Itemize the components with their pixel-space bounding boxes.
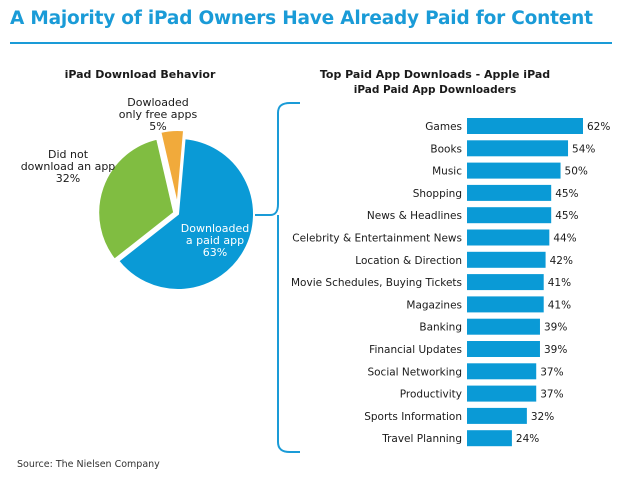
bar-value-label: 39% (544, 322, 567, 334)
bar (467, 341, 540, 357)
bar-category-label: News & Headlines (367, 210, 462, 222)
chart-connector-bracket (255, 102, 300, 453)
pie-label-none: Did not download an app 32% (21, 148, 116, 185)
bar (467, 229, 550, 246)
bar-chart-title: Top Paid App Downloads - Apple iPad (320, 68, 550, 81)
pie-slice (116, 137, 255, 291)
title-divider (10, 42, 612, 44)
bar-category-label: Financial Updates (369, 344, 462, 356)
pie-chart-title: iPad Download Behavior (65, 68, 216, 81)
bar (467, 207, 552, 224)
bar-chart-subtitle: iPad Paid App Downloaders (354, 84, 516, 96)
bar (467, 430, 512, 447)
bar-value-label: 24% (516, 433, 539, 445)
bar-category-label: Travel Planning (381, 433, 462, 445)
bar-category-label: Productivity (400, 389, 462, 401)
bar-value-label: 45% (555, 210, 578, 222)
bar (467, 318, 540, 335)
bar-category-label: Location & Direction (355, 255, 462, 267)
bar-value-label: 50% (565, 166, 588, 178)
source-note: Source: The Nielsen Company (17, 459, 160, 470)
bar-category-label: Celebrity & Entertainment News (292, 233, 462, 245)
bar-category-label: Movie Schedules, Buying Tickets (291, 277, 462, 289)
bar-category-label: Sports Information (364, 411, 462, 423)
bar-value-label: 41% (548, 277, 571, 289)
bar-category-label: Music (432, 166, 462, 178)
pie-label-free: Dowloaded only free apps 5% (119, 96, 198, 133)
pie-chart: iPad Download Behavior Downloaded a paid … (21, 68, 255, 291)
pie-label-paid: Downloaded a paid app 63% (181, 222, 249, 259)
bar (467, 140, 569, 157)
bar (467, 274, 544, 291)
bar-value-label: 45% (555, 188, 578, 200)
bar-category-label: Banking (419, 322, 462, 334)
bar-value-label: 37% (540, 389, 563, 401)
bar-category-label: Shopping (413, 188, 462, 200)
bar-value-label: 37% (540, 366, 563, 378)
bar (467, 407, 527, 424)
bar-value-label: 62% (587, 121, 610, 133)
bar (467, 363, 537, 380)
pie-slice (97, 137, 176, 262)
bar (467, 385, 537, 402)
bar-value-label: 44% (553, 233, 576, 245)
bar-value-label: 39% (544, 344, 567, 356)
bar-category-label: Books (430, 143, 462, 155)
pie-slice (159, 129, 186, 207)
bar-value-label: 32% (531, 411, 554, 423)
bar-category-label: Magazines (406, 299, 462, 311)
bar-value-label: 42% (550, 255, 573, 267)
bar-category-label: Games (425, 121, 462, 133)
bar-value-label: 41% (548, 299, 571, 311)
bar-category-label: Social Networking (367, 366, 462, 378)
page-title: A Majority of iPad Owners Have Already P… (10, 8, 593, 29)
bar (467, 118, 583, 134)
bar (467, 184, 552, 201)
bar (467, 251, 546, 268)
bar (467, 296, 544, 313)
bar (467, 162, 561, 179)
bar-chart: Top Paid App Downloads - Apple iPad iPad… (291, 68, 610, 447)
bar-value-label: 54% (572, 143, 595, 155)
